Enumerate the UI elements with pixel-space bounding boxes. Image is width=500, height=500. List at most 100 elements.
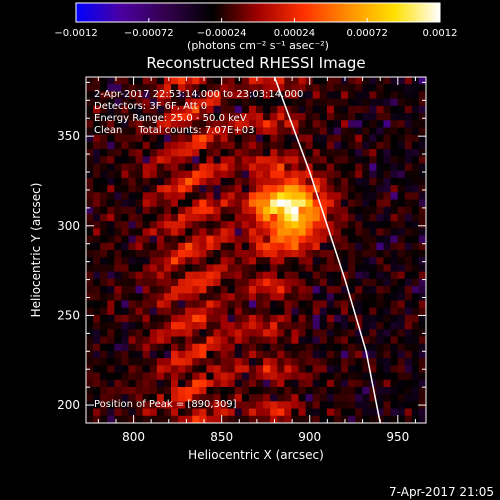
- heatmap-cell: [206, 206, 215, 215]
- heatmap-cell: [256, 264, 264, 273]
- heatmap-cell: [93, 372, 101, 381]
- heatmap-cell: [411, 141, 420, 150]
- heatmap-cell: [305, 329, 314, 338]
- heatmap-cell: [128, 77, 137, 85]
- heatmap-cell: [291, 394, 300, 402]
- heatmap-cell: [418, 250, 426, 258]
- heatmap-cell: [213, 199, 222, 208]
- heatmap-cell: [341, 170, 349, 179]
- heatmap-cell: [263, 350, 271, 359]
- heatmap-cell: [107, 264, 115, 273]
- heatmap-cell: [128, 365, 137, 374]
- heatmap-cell: [100, 134, 108, 143]
- heatmap-cell: [305, 372, 314, 381]
- heatmap-cell: [199, 250, 208, 258]
- heatmap-cell: [411, 163, 420, 172]
- heatmap-cell: [206, 221, 215, 229]
- heatmap-cell: [121, 350, 130, 359]
- heatmap-cell: [411, 228, 420, 237]
- heatmap-cell: [355, 394, 363, 402]
- heatmap-cell: [305, 98, 314, 107]
- heatmap-cell: [376, 264, 385, 273]
- heatmap-cell: [291, 379, 300, 388]
- heatmap-cell: [256, 98, 264, 107]
- heatmap-cell: [248, 113, 257, 121]
- heatmap-cell: [312, 264, 321, 273]
- heatmap-cell: [156, 213, 165, 222]
- heatmap-cell: [149, 336, 158, 345]
- heatmap-cell: [199, 105, 208, 114]
- heatmap-cell: [135, 250, 144, 258]
- heatmap-cell: [121, 228, 130, 237]
- heatmap-cell: [86, 235, 94, 244]
- heatmap-cell: [178, 105, 186, 114]
- heatmap-cell: [256, 84, 264, 93]
- heatmap-cell: [390, 134, 399, 143]
- heatmap-cell: [185, 350, 193, 359]
- heatmap-cell: [149, 415, 158, 423]
- heatmap-cell: [404, 386, 413, 395]
- heatmap-cell: [185, 134, 193, 143]
- heatmap-cell: [163, 372, 172, 381]
- heatmap-cell: [312, 120, 321, 129]
- heatmap-cell: [256, 213, 264, 222]
- heatmap-cell: [121, 394, 130, 402]
- heatmap-cell: [376, 206, 385, 215]
- heatmap-cell: [142, 271, 151, 280]
- heatmap-cell: [206, 113, 215, 121]
- heatmap-cell: [326, 264, 335, 273]
- heatmap-cell: [93, 98, 101, 107]
- heatmap-cell: [142, 329, 151, 338]
- heatmap-cell: [312, 293, 321, 302]
- heatmap-cell: [270, 322, 278, 330]
- annotation-line: 2-Apr-2017 22:53:14.000 to 23:03:14.000: [94, 89, 303, 100]
- heatmap-cell: [341, 242, 349, 251]
- heatmap-cell: [192, 113, 200, 121]
- heatmap-cell: [397, 113, 406, 121]
- heatmap-cell: [277, 343, 285, 352]
- heatmap-cell: [291, 242, 300, 251]
- heatmap-cell: [234, 401, 243, 410]
- heatmap-cell: [213, 322, 222, 330]
- heatmap-cell: [411, 379, 420, 388]
- heatmap-cell: [291, 408, 300, 417]
- heatmap-cell: [248, 401, 257, 410]
- heatmap-cell: [355, 213, 363, 222]
- heatmap-cell: [390, 127, 399, 136]
- heatmap-cell: [333, 264, 342, 273]
- heatmap-cell: [178, 271, 186, 280]
- heatmap-cell: [86, 379, 94, 388]
- heatmap-cell: [93, 343, 101, 352]
- heatmap-cell: [348, 134, 356, 143]
- heatmap-cell: [326, 307, 335, 316]
- heatmap-cell: [376, 134, 385, 143]
- heatmap-cell: [284, 170, 293, 179]
- heatmap-cell: [284, 134, 293, 143]
- heatmap-cell: [298, 394, 307, 402]
- heatmap-cell: [341, 156, 349, 165]
- heatmap-cell: [355, 170, 363, 179]
- heatmap-cell: [234, 141, 243, 150]
- heatmap-cell: [128, 105, 137, 114]
- heatmap-cell: [369, 213, 378, 222]
- heatmap-cell: [341, 84, 349, 93]
- heatmap-cell: [86, 127, 94, 136]
- heatmap-cell: [185, 386, 193, 395]
- heatmap-cell: [369, 257, 378, 266]
- heatmap-cell: [227, 358, 236, 366]
- heatmap-cell: [319, 250, 328, 258]
- heatmap-cell: [333, 98, 342, 107]
- heatmap-cell: [291, 271, 300, 280]
- heatmap-cell: [284, 105, 293, 114]
- heatmap-cell: [376, 98, 385, 107]
- heatmap-cell: [114, 278, 123, 287]
- heatmap-cell: [213, 271, 222, 280]
- heatmap-cell: [100, 257, 108, 266]
- heatmap-cell: [227, 286, 236, 294]
- heatmap-cell: [220, 127, 229, 136]
- heatmap-cell: [291, 358, 300, 366]
- heatmap-cell: [256, 221, 264, 229]
- heatmap-cell: [213, 192, 222, 201]
- heatmap-cell: [305, 336, 314, 345]
- heatmap-cell: [348, 314, 356, 323]
